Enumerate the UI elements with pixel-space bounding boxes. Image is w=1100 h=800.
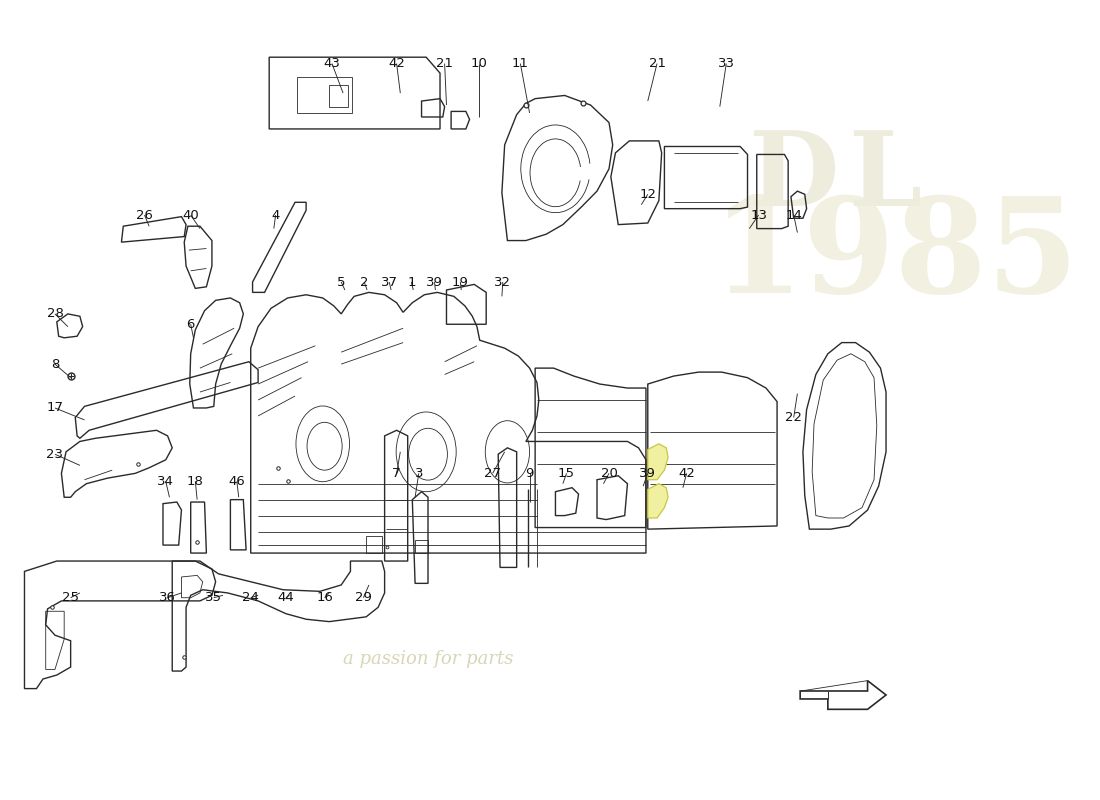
Text: 24: 24 bbox=[242, 591, 260, 604]
Text: 43: 43 bbox=[323, 57, 340, 70]
Text: 23: 23 bbox=[46, 448, 64, 461]
Text: 46: 46 bbox=[229, 475, 245, 488]
Text: 29: 29 bbox=[355, 591, 372, 604]
Text: 15: 15 bbox=[558, 467, 575, 480]
Text: 5: 5 bbox=[337, 275, 345, 289]
Text: 16: 16 bbox=[316, 591, 333, 604]
Text: 8: 8 bbox=[51, 358, 59, 370]
Text: 19: 19 bbox=[452, 275, 469, 289]
Text: 21: 21 bbox=[649, 57, 666, 70]
Text: 18: 18 bbox=[187, 475, 204, 488]
Text: 28: 28 bbox=[46, 307, 64, 321]
Text: 1985: 1985 bbox=[712, 192, 1079, 321]
Text: 25: 25 bbox=[62, 591, 79, 604]
Text: 27: 27 bbox=[484, 467, 502, 480]
Text: 9: 9 bbox=[526, 467, 534, 480]
Text: 3: 3 bbox=[415, 467, 424, 480]
Text: 37: 37 bbox=[381, 275, 398, 289]
Text: 42: 42 bbox=[678, 467, 695, 480]
Text: 35: 35 bbox=[206, 591, 222, 604]
Text: 36: 36 bbox=[160, 591, 176, 604]
Text: a passion for parts: a passion for parts bbox=[343, 650, 514, 668]
Text: 44: 44 bbox=[277, 591, 294, 604]
Text: 22: 22 bbox=[785, 411, 802, 424]
Text: 2: 2 bbox=[360, 275, 368, 289]
Text: 21: 21 bbox=[436, 57, 453, 70]
Text: 6: 6 bbox=[187, 318, 195, 330]
Text: 32: 32 bbox=[494, 275, 512, 289]
Text: 13: 13 bbox=[750, 209, 767, 222]
Text: 33: 33 bbox=[718, 57, 735, 70]
Text: 10: 10 bbox=[471, 57, 487, 70]
Polygon shape bbox=[648, 444, 668, 480]
Text: 7: 7 bbox=[393, 467, 400, 480]
Polygon shape bbox=[648, 484, 668, 518]
Text: 42: 42 bbox=[388, 57, 405, 70]
Text: 39: 39 bbox=[426, 275, 443, 289]
Text: 17: 17 bbox=[46, 402, 64, 414]
Text: 1: 1 bbox=[407, 275, 416, 289]
Text: 12: 12 bbox=[639, 188, 657, 201]
Text: 20: 20 bbox=[601, 467, 617, 480]
Text: 39: 39 bbox=[639, 467, 657, 480]
Text: 4: 4 bbox=[272, 209, 279, 222]
Text: 34: 34 bbox=[157, 475, 174, 488]
Text: 26: 26 bbox=[136, 209, 153, 222]
Text: 14: 14 bbox=[785, 209, 802, 222]
Text: L: L bbox=[848, 126, 922, 228]
Text: D: D bbox=[748, 126, 839, 228]
Text: 40: 40 bbox=[183, 209, 199, 222]
Text: 11: 11 bbox=[512, 57, 529, 70]
